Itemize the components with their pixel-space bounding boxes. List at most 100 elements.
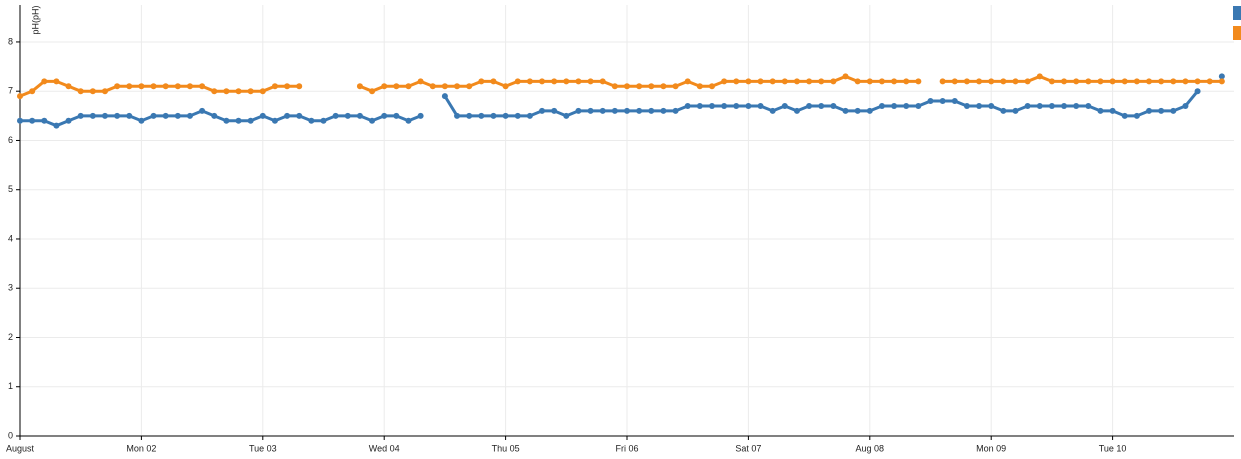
data-point <box>211 88 218 95</box>
y-tick-label: 0 <box>8 430 13 440</box>
data-point <box>951 78 958 85</box>
data-point <box>114 112 121 119</box>
data-point <box>223 117 230 124</box>
data-point <box>126 83 133 90</box>
data-point <box>988 102 995 109</box>
data-point <box>1036 102 1043 109</box>
x-tick-label: Fri 06 <box>615 443 638 453</box>
data-point <box>539 78 546 85</box>
data-point <box>563 112 570 119</box>
y-tick-label: 5 <box>8 184 13 194</box>
data-point <box>745 78 752 85</box>
data-point <box>1024 78 1031 85</box>
data-point <box>114 83 121 90</box>
data-point <box>356 112 363 119</box>
data-point <box>781 102 788 109</box>
data-point <box>441 83 448 90</box>
data-point <box>866 107 873 114</box>
data-point <box>284 112 291 119</box>
data-point <box>381 83 388 90</box>
data-point <box>1109 107 1116 114</box>
data-point <box>65 83 72 90</box>
data-point <box>1085 78 1092 85</box>
data-point <box>17 93 23 100</box>
data-point <box>271 117 278 124</box>
data-point <box>1133 112 1140 119</box>
data-point <box>126 112 133 119</box>
data-point <box>89 88 96 95</box>
data-point <box>963 78 970 85</box>
data-point <box>89 112 96 119</box>
data-point <box>769 78 776 85</box>
data-point <box>745 102 752 109</box>
data-point <box>878 78 885 85</box>
data-point <box>551 78 558 85</box>
data-point <box>1061 78 1068 85</box>
data-point <box>211 112 218 119</box>
data-point <box>648 107 655 114</box>
data-point <box>575 107 582 114</box>
data-point <box>660 107 667 114</box>
data-point <box>77 88 84 95</box>
data-point <box>672 107 679 114</box>
data-point <box>174 83 181 90</box>
x-tick-label: Aug 08 <box>856 443 885 453</box>
data-point <box>271 83 278 90</box>
data-point <box>806 78 813 85</box>
data-point <box>490 112 497 119</box>
data-point <box>174 112 181 119</box>
data-point <box>235 117 242 124</box>
data-point <box>1194 88 1201 95</box>
data-point <box>1036 73 1043 80</box>
data-point <box>1048 78 1055 85</box>
data-point <box>551 107 558 114</box>
data-point <box>150 83 157 90</box>
data-point <box>466 112 473 119</box>
data-point <box>259 88 266 95</box>
y-tick-label: 3 <box>8 283 13 293</box>
data-point <box>624 83 630 90</box>
data-point <box>429 83 436 90</box>
data-point <box>1194 78 1201 85</box>
data-point <box>563 78 570 85</box>
data-point <box>308 117 315 124</box>
data-point <box>162 112 169 119</box>
data-point <box>417 78 424 85</box>
data-point <box>369 88 376 95</box>
data-point <box>866 78 873 85</box>
data-point <box>1109 78 1116 85</box>
data-point <box>1146 78 1153 85</box>
data-point <box>903 78 910 85</box>
data-point <box>1061 102 1068 109</box>
data-point <box>599 107 606 114</box>
data-point <box>587 107 594 114</box>
data-point <box>393 83 400 90</box>
x-tick-label: Tue 03 <box>249 443 277 453</box>
data-point <box>1182 102 1189 109</box>
x-tick-label: August <box>6 443 35 453</box>
y-axis-label: pH(pH) <box>30 5 40 34</box>
data-point <box>587 78 594 85</box>
data-point <box>648 83 655 90</box>
data-point <box>235 88 242 95</box>
data-point <box>696 102 703 109</box>
data-point <box>101 112 108 119</box>
data-point <box>757 102 764 109</box>
data-point <box>781 78 788 85</box>
data-point <box>138 83 145 90</box>
data-point <box>793 78 800 85</box>
data-point <box>818 78 825 85</box>
data-point <box>1085 102 1092 109</box>
data-point <box>320 117 327 124</box>
x-tick-label: Tue 10 <box>1099 443 1127 453</box>
data-point <box>381 112 388 119</box>
data-point <box>915 78 922 85</box>
data-point <box>624 107 630 114</box>
data-point <box>526 112 533 119</box>
data-point <box>842 73 849 80</box>
data-point <box>539 107 546 114</box>
data-point <box>466 83 473 90</box>
data-point <box>186 112 193 119</box>
data-point <box>53 78 60 85</box>
